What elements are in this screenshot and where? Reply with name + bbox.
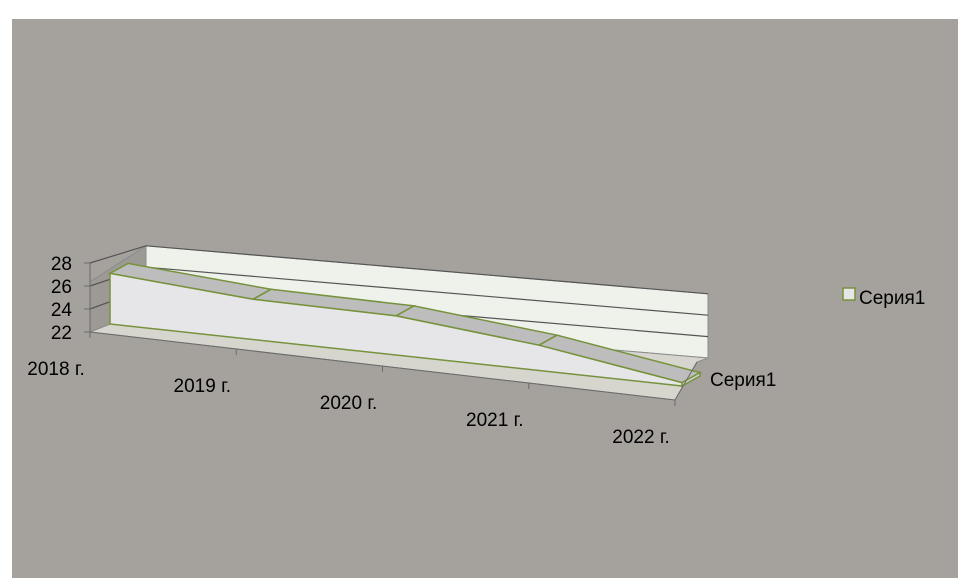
x-tick-label: 2022 г. — [612, 427, 669, 448]
x-tick-label: 2021 г. — [466, 410, 523, 431]
chart-area: 22 24 26 28 2018 г. 2019 г. 2020 г. 2021 г. 2022… — [12, 19, 958, 578]
legend: Серия1 — [842, 287, 925, 309]
y-tick-label: 28 — [51, 254, 72, 275]
depth-axis-label: Серия1 — [710, 370, 776, 391]
gridline-28 — [89, 245, 709, 295]
area-front-face — [109, 272, 683, 387]
depth-axis-line — [674, 361, 698, 401]
x-tick-label: 2018 г. — [27, 359, 84, 380]
y-tick-label: 26 — [51, 277, 72, 298]
x-tick-label: 2020 г. — [320, 393, 377, 414]
legend-swatch-series1 — [842, 287, 856, 301]
y-tick-label: 24 — [51, 300, 73, 321]
x-tick-label: 2019 г. — [174, 376, 231, 397]
y-tick-label: 22 — [51, 323, 72, 344]
legend-label-series1: Серия1 — [859, 288, 925, 309]
